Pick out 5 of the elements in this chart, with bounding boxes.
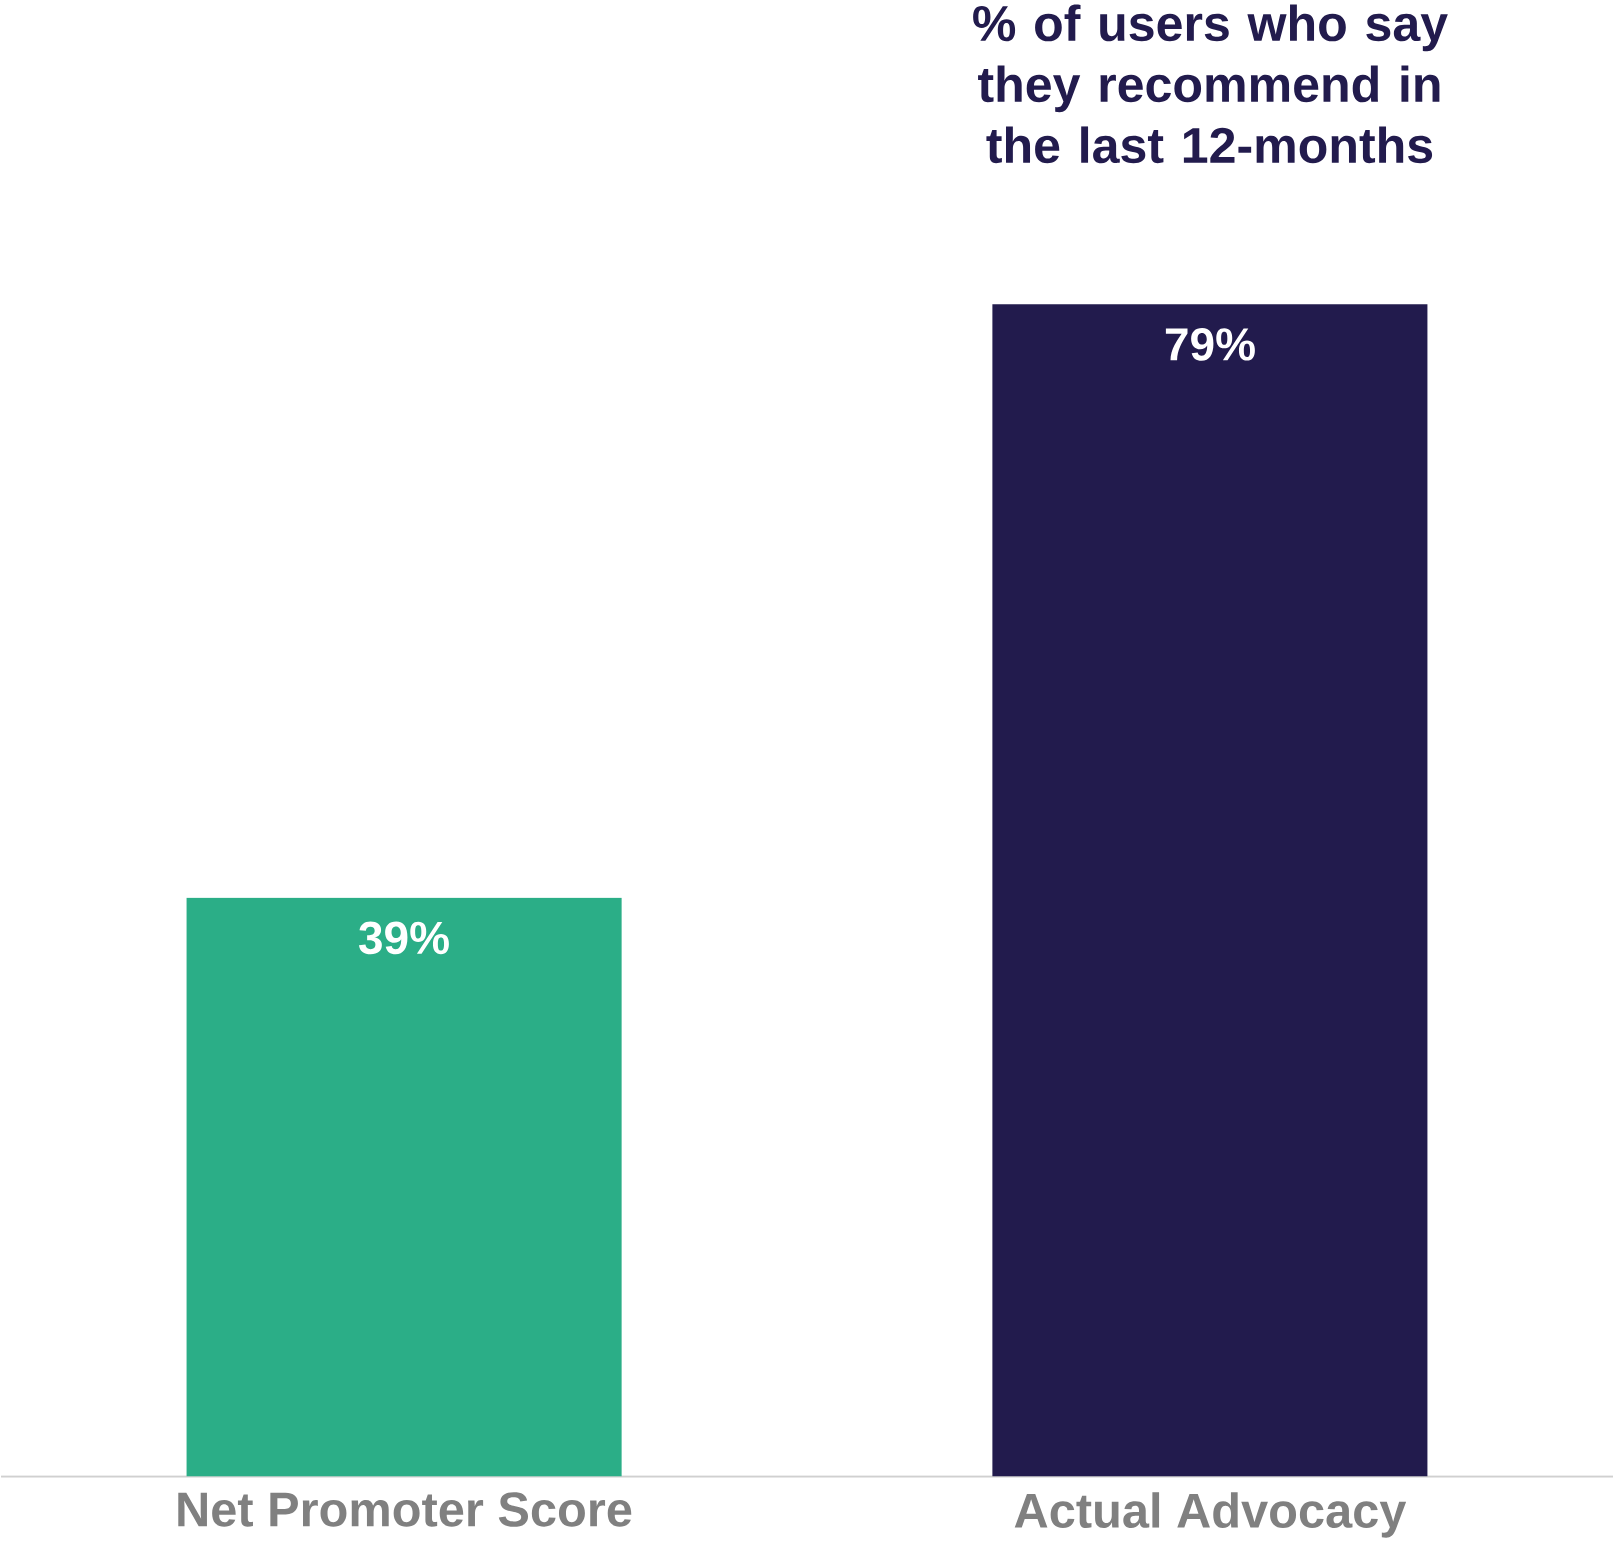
x-tick-label: Net Promoter Score <box>178 1492 632 1527</box>
data-label: 39% <box>358 921 449 955</box>
chart-title: % of users who say they recommend in the last 12-months <box>973 4 1448 164</box>
x-tick-label: Actual Advocacy <box>1014 1492 1407 1538</box>
data-label: 79% <box>1165 327 1255 361</box>
